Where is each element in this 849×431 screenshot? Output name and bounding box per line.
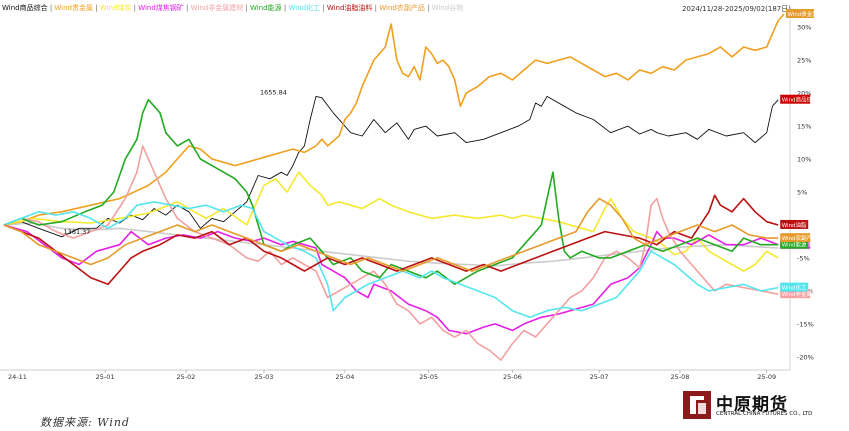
end-label-box [786, 9, 814, 18]
legend-item[interactable]: Wind贵金属 [54, 4, 93, 12]
end-label: Wind非金属建材 [782, 290, 824, 298]
x-tick-label: 25-02 [177, 373, 196, 381]
legend-item[interactable]: Wind农副产品 [379, 4, 425, 12]
series-line [3, 95, 779, 238]
series-line [3, 194, 779, 286]
x-tick-label: 25-04 [335, 373, 354, 381]
end-label: Wind商品综合 [782, 96, 818, 104]
annotation-label: 1361.37 [64, 228, 91, 236]
logo-mark-icon [683, 391, 711, 419]
legend-item[interactable]: Wind煤焦钢矿 [138, 4, 184, 12]
end-label: Wind贵金属 [788, 10, 818, 18]
end-label: Wind油脂 [782, 221, 807, 229]
series-line [3, 145, 779, 361]
series-line [3, 98, 779, 286]
y-tick-label: 25% [797, 57, 811, 65]
series-line [3, 222, 779, 267]
legend-item[interactable]: Wind商品综合 [2, 4, 48, 12]
y-tick-label: -5% [797, 254, 810, 262]
y-tick-label: -20% [797, 353, 814, 361]
logo-english-name: CENTRAL CHINA FUTURES CO., LTD [716, 411, 813, 417]
x-tick-label: 25-05 [419, 373, 438, 381]
end-label-box [780, 219, 809, 229]
series-line [3, 13, 785, 226]
legend-separator: | [93, 4, 100, 12]
legend-separator: | [320, 4, 327, 12]
legend-separator: | [131, 4, 139, 12]
end-label-box [780, 94, 811, 104]
y-tick-label: 15% [797, 123, 811, 131]
y-tick-label: -15% [797, 320, 814, 328]
legend-item[interactable]: Wind谷物 [431, 4, 464, 12]
x-tick-label: 25-06 [503, 373, 522, 381]
y-tick-label: 20% [797, 90, 811, 98]
x-tick-label: 25-09 [757, 373, 776, 381]
x-tick-label: 25-01 [96, 373, 115, 381]
legend-separator: | [183, 4, 191, 12]
data-source-note: 数据来源: Wind [40, 416, 130, 429]
legend-separator: | [372, 4, 380, 12]
legend-item[interactable]: Wind煤炭 [99, 4, 132, 12]
legend-item[interactable]: Wind油脂油料 [326, 4, 373, 12]
y-tick-label: 30% [797, 24, 811, 32]
series-line [3, 201, 779, 319]
series-line [3, 197, 779, 272]
legend-item[interactable]: Wind化工 [288, 4, 321, 12]
x-tick-label: 25-08 [671, 373, 690, 381]
logo-chinese-name: 中原期货 [716, 395, 788, 415]
annotation-label: 1655.84 [260, 89, 287, 97]
date-range: 2024/11/28-2025/09/02(187日) [681, 5, 791, 13]
company-logo: 中原期货 CENTRAL CHINA FUTURES CO., LTD [682, 390, 812, 424]
end-label: Wind农副产品 [782, 234, 818, 242]
end-label: Wind能源 [782, 241, 807, 249]
series-line [3, 171, 779, 272]
x-tick-label: 25-03 [255, 373, 274, 381]
end-label: Wind化工 [782, 284, 807, 292]
y-tick-label: 5% [797, 189, 807, 197]
legend-separator: | [243, 4, 251, 12]
x-tick-label: 24-11 [8, 373, 27, 381]
legend-item[interactable]: Wind非金属建材 [190, 4, 244, 12]
legend-separator: | [424, 4, 432, 12]
legend-separator: | [47, 4, 55, 12]
end-label-box [780, 233, 811, 243]
legend-item[interactable]: Wind能源 [250, 4, 282, 12]
legend-separator: | [281, 4, 289, 12]
y-tick-label: 10% [797, 156, 811, 164]
end-label-box [780, 282, 809, 292]
end-label-box [780, 289, 811, 299]
end-label-box [780, 239, 809, 249]
chart-legend: Wind商品综合 | Wind贵金属 | Wind煤炭 | Wind煤焦钢矿 |… [2, 3, 463, 13]
x-tick-label: 25-07 [590, 373, 609, 381]
